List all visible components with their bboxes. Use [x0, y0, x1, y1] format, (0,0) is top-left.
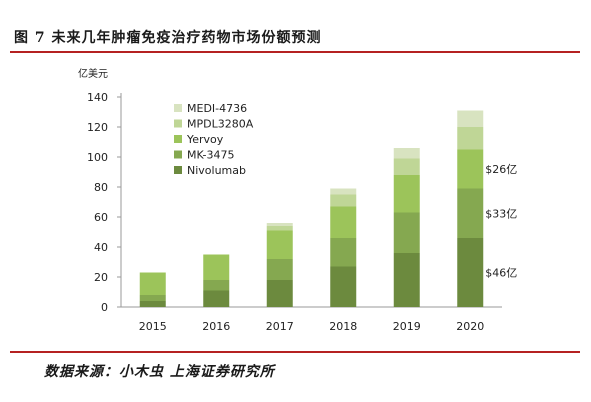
bar-segment-nivolumab-2015 — [139, 301, 166, 307]
bar-segment-nivolumab-2016 — [203, 290, 230, 307]
legend-swatch — [174, 119, 182, 128]
figure-title: 图 7 未来几年肿瘤免疫治疗药物市场份额预测 — [14, 30, 322, 46]
bar-segment-yervoy-2015 — [139, 272, 166, 295]
y-tick-label: 120 — [87, 121, 108, 134]
legend-label: MEDI-4736 — [187, 102, 247, 115]
legend-swatch — [174, 104, 182, 112]
y-tick-label: 100 — [87, 151, 108, 164]
bar-segment-medi-4736-2019 — [393, 148, 420, 159]
legend-label: MPDL3280A — [187, 118, 254, 131]
bar-segment-mk-3475-2018 — [330, 238, 357, 267]
legend-swatch — [174, 166, 182, 174]
x-tick-label: 2016 — [202, 320, 230, 333]
bar-segment-nivolumab-2020 — [457, 238, 484, 307]
legend-label: MK-3475 — [187, 149, 235, 162]
y-tick-label: 80 — [94, 181, 108, 194]
data-annotation: $46亿 — [485, 267, 517, 280]
top-rule — [10, 51, 580, 53]
bar-segment-nivolumab-2017 — [266, 280, 293, 307]
x-tick-label: 2015 — [139, 320, 167, 333]
x-tick-label: 2019 — [393, 320, 421, 333]
data-annotation: $33亿 — [485, 207, 517, 220]
bar-segment-mpdl3280a-2019 — [393, 158, 420, 175]
bar-segment-yervoy-2020 — [457, 149, 484, 189]
bar-segment-mpdl3280a-2018 — [330, 194, 357, 207]
bar-segment-nivolumab-2018 — [330, 266, 357, 307]
bar-segment-medi-4736-2020 — [457, 110, 484, 127]
y-tick-label: 140 — [87, 91, 108, 104]
y-tick-label: 20 — [94, 271, 108, 284]
bar-segment-mpdl3280a-2017 — [266, 226, 293, 231]
bar-segment-mpdl3280a-2020 — [457, 127, 484, 150]
legend-swatch — [174, 135, 182, 143]
legend-label: Yervoy — [186, 133, 224, 146]
bar-segment-medi-4736-2018 — [330, 188, 357, 195]
bar-segment-mk-3475-2017 — [266, 259, 293, 280]
bar-segment-mk-3475-2019 — [393, 212, 420, 253]
y-tick-label: 60 — [94, 211, 108, 224]
bar-segment-yervoy-2019 — [393, 175, 420, 213]
y-tick-label: 0 — [101, 301, 108, 314]
bar-segment-yervoy-2016 — [203, 254, 230, 280]
bar-segment-yervoy-2018 — [330, 206, 357, 238]
bar-segment-medi-4736-2017 — [266, 223, 293, 226]
y-axis-unit-label: 亿美元 — [78, 67, 108, 80]
y-tick-label: 40 — [94, 241, 108, 254]
bar-segment-mk-3475-2020 — [457, 188, 484, 238]
data-source-note: 数据来源：小木虫 上海证券研究所 — [44, 364, 275, 380]
x-tick-label: 2017 — [266, 320, 294, 333]
bar-segment-nivolumab-2019 — [393, 253, 420, 307]
bar-segment-yervoy-2017 — [266, 230, 293, 259]
bar-segment-mk-3475-2016 — [203, 280, 230, 291]
x-tick-label: 2020 — [456, 320, 484, 333]
x-tick-label: 2018 — [329, 320, 357, 333]
legend-swatch — [174, 150, 182, 159]
bar-segment-mk-3475-2015 — [139, 295, 166, 301]
bottom-rule — [10, 351, 580, 353]
data-annotation: $26亿 — [485, 163, 517, 176]
legend-label: Nivolumab — [187, 164, 246, 177]
